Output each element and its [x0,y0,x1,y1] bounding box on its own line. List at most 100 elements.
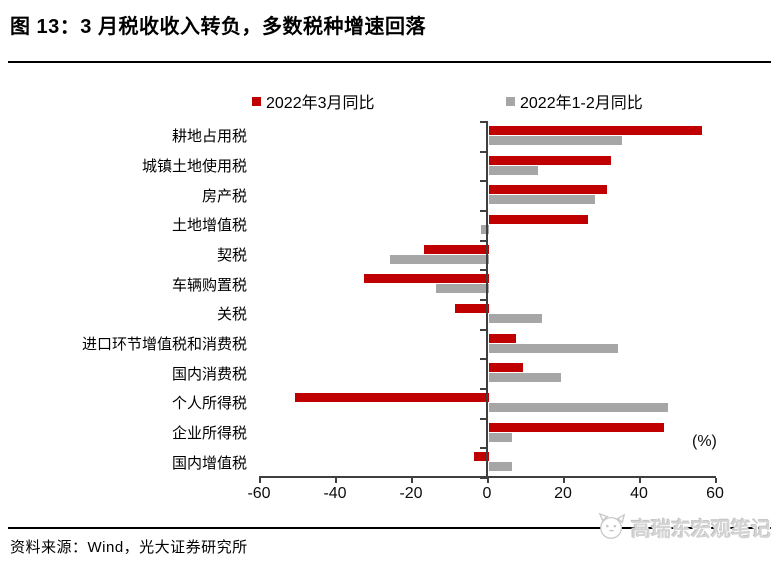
y-axis-tick [480,477,487,479]
y-axis-line [486,121,488,478]
y-axis-tick [480,210,487,212]
x-axis-line [259,476,716,478]
chart-row: 城镇土地使用税 [0,151,779,181]
chart-row: 国内消费税 [0,358,779,388]
category-label: 车辆购置税 [171,276,247,294]
bar-march-11 [473,452,489,462]
category-label: 契税 [216,247,247,265]
row-plot-area [259,180,715,210]
bar-march-4 [424,244,489,254]
chart-row: 进口环节增值税和消费税 [0,329,779,359]
y-axis-tick [480,299,487,301]
row-plot-area [259,121,715,151]
x-axis-tick-label: 40 [630,485,648,502]
category-label: 国内增值税 [171,454,247,472]
watermark-text: 高瑞东宏观笔记 [631,518,771,541]
row-plot-area [259,447,715,477]
bar-janfeb-11 [489,462,512,472]
x-axis-tick [639,478,641,483]
bar-march-5 [363,274,489,284]
row-plot-area [259,269,715,299]
row-plot-area [259,240,715,270]
bar-janfeb-8 [489,373,562,383]
y-axis-tick [480,150,487,153]
legend-item-march: 2022年3月同比 [252,89,375,113]
footer-divider [8,527,771,529]
y-axis-tick [480,239,487,242]
title-divider [8,61,771,63]
bar-march-9 [295,393,489,403]
chart-row: 房产税 [0,180,779,210]
y-axis-tick [480,269,487,272]
y-axis-tick [480,328,487,331]
bar-janfeb-1 [489,165,539,175]
x-axis-tick-label: 20 [554,485,572,502]
x-axis-tick-label: -60 [247,485,271,502]
x-axis-tick [487,478,489,483]
chart-row: 车辆购置税 [0,269,779,299]
y-axis-tick [480,447,487,450]
figure-title: 图 13：3 月税收收入转负，多数税种增速回落 [10,16,426,38]
legend-swatch-janfeb [506,96,515,106]
bar-march-7 [489,333,516,343]
bar-janfeb-0 [489,136,622,145]
bar-march-6 [454,304,489,314]
x-axis-tick [259,478,261,483]
category-label: 企业所得税 [171,425,247,443]
row-plot-area [259,418,715,448]
unit-label: (%) [692,433,717,450]
row-plot-area [259,210,715,240]
bar-janfeb-2 [489,195,596,205]
category-label: 土地增值税 [171,217,247,235]
row-plot-area [259,151,715,181]
y-axis-tick [480,417,487,420]
bar-march-8 [489,363,524,373]
data-source: 资料来源：Wind，光大证券研究所 [10,539,248,556]
legend-item-janfeb: 2022年1-2月同比 [506,89,643,113]
row-plot-area [259,329,715,359]
bar-janfeb-5 [435,284,489,294]
y-axis-tick [480,358,487,361]
x-axis-tick [715,478,717,483]
row-plot-area [259,299,715,329]
category-label: 耕地占用税 [171,128,247,146]
y-axis-tick [480,388,487,390]
category-label: 个人所得税 [171,395,247,413]
bar-march-0 [489,126,702,135]
category-label: 进口环节增值税和消费税 [81,336,247,354]
y-axis-tick [480,121,487,123]
chart-row: 国内增值税 [0,447,779,477]
chart-row: 企业所得税 [0,418,779,448]
bar-janfeb-6 [489,314,543,324]
y-axis-tick [480,180,487,183]
category-label: 城镇土地使用税 [141,158,247,175]
row-plot-area [259,388,715,418]
bar-janfeb-3 [481,225,489,235]
x-axis-tick-label: 60 [706,485,724,502]
category-label: 房产税 [201,187,247,205]
chart-row: 契税 [0,240,779,270]
x-axis-tick [563,478,565,483]
bar-march-2 [489,185,607,195]
bar-march-10 [489,422,664,432]
x-axis-tick-label: 0 [482,485,492,502]
bar-chart: 耕地占用税城镇土地使用税房产税土地增值税契税车辆购置税关税进口环节增值税和消费税… [0,121,779,521]
watermark: 高瑞东宏观笔记 [597,512,771,542]
legend-label-janfeb: 2022年1-2月同比 [520,95,643,112]
x-axis-tick [335,478,337,483]
legend-swatch-march [252,96,261,106]
legend-label-march: 2022年3月同比 [266,95,375,112]
row-plot-area [259,358,715,388]
category-label: 关税 [216,306,247,324]
x-axis-tick-label: -20 [399,485,423,502]
chart-row: 个人所得税 [0,388,779,418]
chart-row: 耕地占用税 [0,121,779,151]
chart-row: 关税 [0,299,779,329]
x-axis-tick [411,478,413,483]
category-label: 国内消费税 [171,365,247,383]
x-axis-tick-label: -40 [323,485,347,502]
bar-march-1 [489,155,611,165]
bar-janfeb-7 [489,343,619,353]
chart-row: 土地增值税 [0,210,779,240]
